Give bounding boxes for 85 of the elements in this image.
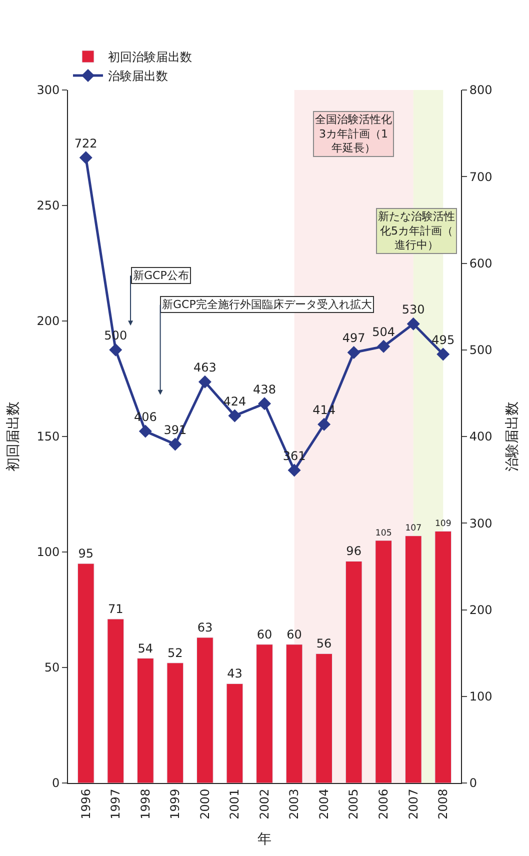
band-label: 新たな治験活性化5カ年計画（進行中） — [378, 210, 455, 252]
point — [406, 317, 420, 330]
y-tick-label: 0 — [52, 776, 60, 790]
x-tick-label: 2002 — [257, 788, 272, 820]
x-axis-title: 年 — [258, 832, 272, 848]
point — [436, 348, 450, 361]
data-label: 109 — [434, 519, 452, 530]
x-tick-label: 2006 — [376, 788, 390, 820]
x-tick-label: 2000 — [198, 788, 212, 820]
x-tick-label: 2005 — [346, 788, 361, 820]
bar — [226, 683, 244, 783]
bar — [136, 658, 154, 783]
x-tick-label: 1996 — [78, 788, 93, 820]
point — [109, 343, 122, 356]
data-label: 96 — [346, 544, 362, 558]
point — [228, 409, 242, 422]
bar — [107, 618, 124, 783]
y-tick-label: 300 — [36, 83, 60, 98]
data-label: 60 — [256, 627, 272, 642]
x-tick-label: 2008 — [436, 788, 450, 820]
data-label: 495 — [432, 332, 455, 347]
point — [79, 151, 92, 164]
x-tick-label: 2004 — [316, 788, 331, 820]
band-label: 全国治験活性化3カ年計画（1年延長） — [315, 113, 392, 155]
bar — [345, 560, 362, 783]
y2-tick-label: 800 — [469, 83, 492, 98]
data-label: 530 — [402, 302, 425, 317]
point — [198, 375, 212, 388]
point — [138, 424, 152, 438]
bar — [375, 540, 392, 783]
data-label: 63 — [197, 620, 213, 634]
y-tick-label: 150 — [36, 430, 60, 444]
y2-tick-label: 700 — [469, 170, 492, 184]
x-tick-label: 1998 — [138, 788, 152, 820]
annotation: 新GCP完全施行外国臨床データ受入れ拡大 — [162, 298, 372, 311]
data-label: 54 — [138, 641, 154, 656]
data-label: 722 — [74, 136, 98, 150]
y2-tick-label: 100 — [469, 690, 492, 704]
point — [288, 464, 301, 477]
data-label: 438 — [253, 382, 276, 396]
x-tick-label: 1997 — [108, 788, 123, 820]
data-label: 95 — [78, 546, 94, 561]
x-tick-label: 1999 — [168, 788, 182, 820]
legend-label: 治験届出数 — [108, 69, 168, 84]
data-label: 504 — [372, 325, 396, 340]
bar — [77, 563, 94, 783]
data-label: 56 — [316, 636, 332, 651]
point — [168, 438, 182, 451]
bar — [196, 637, 214, 783]
data-label: 71 — [108, 602, 124, 616]
data-label: 105 — [375, 528, 392, 538]
y2-tick-label: 200 — [469, 602, 492, 617]
data-label: 43 — [227, 666, 242, 681]
y-tick-label: 50 — [44, 660, 60, 675]
y-tick-label: 100 — [36, 545, 60, 560]
bar — [316, 653, 332, 783]
y2-tick-label: 0 — [469, 776, 478, 790]
x-tick-label: 2007 — [406, 788, 420, 820]
data-label: 60 — [286, 627, 302, 642]
data-label: 424 — [223, 394, 246, 408]
point — [377, 340, 390, 353]
x-tick-label: 2003 — [287, 788, 302, 820]
data-label: 52 — [168, 646, 183, 660]
y2-tick-label: 400 — [469, 430, 492, 444]
bar — [166, 662, 184, 783]
y-tick-label: 200 — [36, 314, 60, 328]
annotation: 新GCP公布 — [133, 269, 189, 282]
y2-tick-label: 300 — [469, 516, 492, 530]
point — [258, 397, 271, 410]
bar — [256, 644, 273, 783]
bar — [404, 536, 422, 783]
data-label: 107 — [405, 524, 422, 534]
legend-label: 初回治験届出数 — [108, 50, 192, 64]
bar — [286, 644, 303, 783]
point — [347, 346, 360, 359]
y-axis-title: 初回届出数 — [5, 402, 22, 472]
y-tick-label: 250 — [36, 198, 60, 213]
y2-tick-label: 600 — [469, 256, 492, 270]
bar — [434, 530, 452, 783]
data-label: 497 — [342, 331, 366, 346]
x-tick-label: 2001 — [228, 788, 242, 820]
y2-axis-title: 治験届出数 — [504, 402, 521, 472]
point — [318, 418, 331, 431]
y2-tick-label: 500 — [469, 343, 492, 358]
data-label: 463 — [193, 360, 216, 375]
